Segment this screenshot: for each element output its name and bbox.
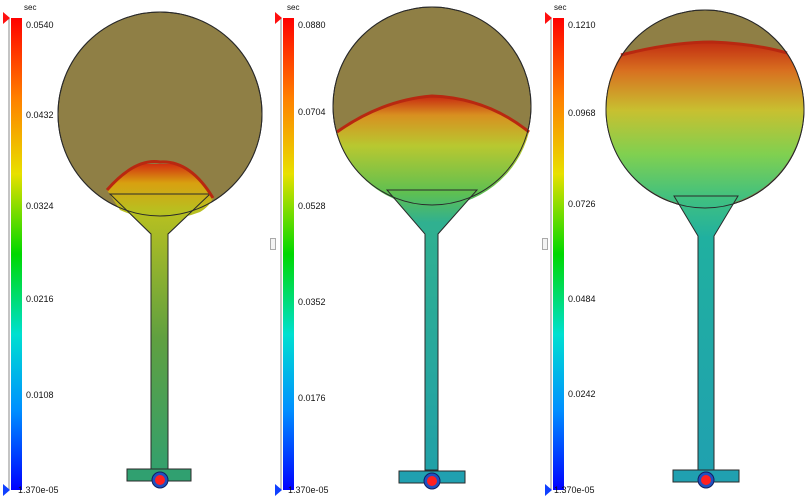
color-legend-bar: [283, 18, 294, 490]
legend-tick-label: 0.0704: [298, 107, 326, 117]
injection-gate-icon[interactable]: [701, 475, 711, 485]
legend-tick-label: 0.0484: [568, 294, 596, 304]
legend-unit: sec: [554, 3, 567, 12]
legend-tick-label: 0.0880: [298, 20, 326, 30]
fill-time-plot-1: [3, 11, 263, 496]
legend-tick-label: 0.0968: [568, 108, 596, 118]
panel-splitter-handle[interactable]: [270, 238, 276, 250]
legend-tick-label: 0.0540: [26, 20, 54, 30]
legend-tick-label: 1.370e-05: [18, 485, 59, 495]
legend-min-marker[interactable]: [545, 484, 552, 496]
legend-tick-label: 0.0726: [568, 199, 596, 209]
legend-max-marker[interactable]: [545, 12, 552, 24]
flow-front: [620, 40, 788, 57]
legend-tick-label: 0.0528: [298, 201, 326, 211]
flow-front: [105, 160, 215, 199]
filled-region: [337, 96, 529, 484]
fill-time-plot-3: [545, 9, 805, 496]
legend-unit: sec: [24, 3, 37, 12]
fill-time-plot-2: [275, 6, 532, 496]
legend-tick-label: 0.0432: [26, 110, 54, 120]
legend-tick-label: 1.370e-05: [288, 485, 329, 495]
legend-tick-label: 0.0352: [298, 297, 326, 307]
flow-front: [336, 94, 530, 134]
injection-gate-icon[interactable]: [427, 476, 437, 486]
fill-time-panel-2: sec 0.0880 0.0704 0.0528 0.0352 0.0176 1…: [270, 0, 542, 500]
legend-tick-label: 0.0176: [298, 393, 326, 403]
color-legend-bar: [11, 18, 22, 490]
color-legend-bar: [553, 18, 564, 490]
panel-splitter-handle[interactable]: [542, 238, 548, 250]
legend-tick-label: 0.1210: [568, 20, 596, 30]
legend-tick-label: 0.0324: [26, 201, 54, 211]
injection-gate-icon[interactable]: [155, 475, 165, 485]
legend-max-marker[interactable]: [275, 12, 282, 24]
legend-unit: sec: [287, 3, 300, 12]
fill-time-panel-3: sec 0.1210 0.0968 0.0726 0.0484 0.0242 1…: [542, 0, 812, 500]
legend-min-marker[interactable]: [3, 484, 10, 496]
legend-tick-label: 1.370e-05: [554, 485, 595, 495]
legend-tick-label: 0.0216: [26, 294, 54, 304]
legend-tick-label: 0.0108: [26, 390, 54, 400]
legend-tick-label: 0.0242: [568, 389, 596, 399]
filled-region: [605, 42, 804, 483]
legend-min-marker[interactable]: [275, 484, 282, 496]
fill-time-panel-1: sec 0.0540 0.0432 0.0324 0.0216 0.0108 1…: [0, 0, 270, 500]
legend-max-marker[interactable]: [3, 12, 10, 24]
